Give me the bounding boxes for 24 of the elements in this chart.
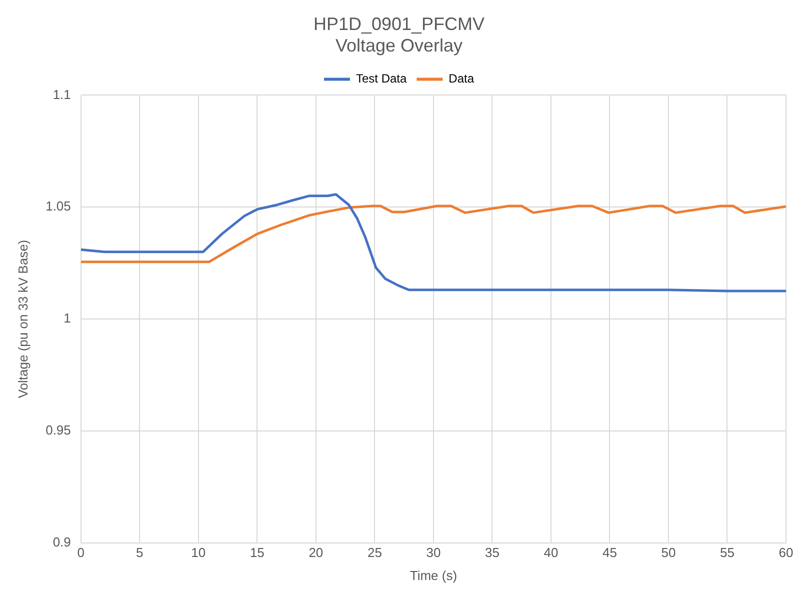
x-tick-label: 20	[308, 545, 324, 560]
y-tick-label: 0.9	[52, 534, 71, 550]
x-tick-label: 15	[250, 545, 264, 560]
x-tick-label: 45	[602, 545, 617, 560]
x-tick-label: 50	[661, 545, 676, 560]
x-tick-label: 40	[544, 545, 558, 560]
y-axis-title: Voltage (pu on 33 kV Base)	[15, 240, 30, 398]
x-tick-label: 60	[778, 545, 794, 560]
x-axis-title: Time (s)	[410, 568, 458, 583]
x-tick-label: 55	[720, 545, 734, 560]
x-tick-label: 0	[77, 545, 85, 560]
x-tick-label: 30	[426, 545, 441, 560]
legend-label: Data	[448, 72, 474, 86]
y-tick-label: 1	[64, 310, 71, 326]
legend-label: Test Data	[356, 72, 407, 86]
chart-subtitle: Voltage Overlay	[335, 35, 463, 56]
x-tick-label: 5	[136, 545, 144, 560]
x-tick-label: 10	[191, 545, 206, 560]
y-tick-label: 1.1	[52, 86, 71, 102]
x-tick-label: 35	[484, 545, 500, 560]
y-tick-label: 0.95	[46, 422, 71, 438]
x-tick-label: 25	[367, 545, 382, 560]
chart-title: HP1D_0901_PFCMV	[313, 14, 485, 34]
y-tick-label: 1.05	[46, 198, 71, 214]
